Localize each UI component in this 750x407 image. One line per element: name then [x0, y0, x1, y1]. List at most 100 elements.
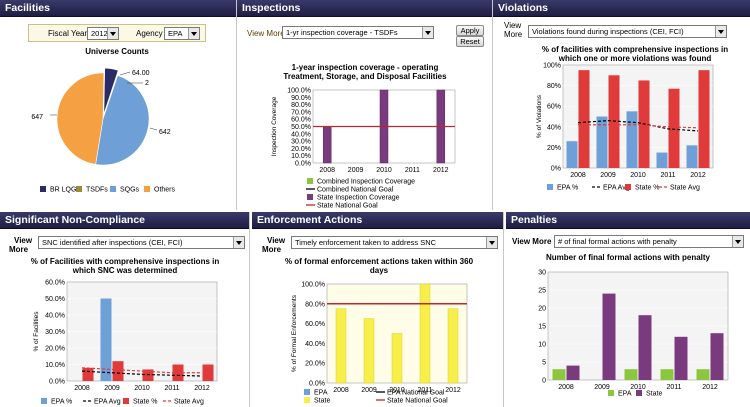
bar	[638, 315, 652, 380]
y-tick-label: 70.0%	[291, 109, 311, 116]
reset-button[interactable]: Reset	[456, 36, 484, 47]
apply-button[interactable]: Apply	[456, 25, 484, 36]
y-tick-label: 10.0%	[45, 362, 65, 369]
bar	[668, 88, 680, 168]
chart-title: Universe Counts	[85, 47, 149, 56]
chart-title: 1-year inspection coverage - operating	[292, 63, 439, 72]
legend-label: State National Goal	[317, 203, 378, 210]
x-tick-label: 2010	[134, 385, 150, 392]
penalties-title: Penalties	[506, 212, 750, 229]
bar	[391, 333, 403, 384]
legend-swatch	[123, 398, 129, 404]
y-tick-label: 20.0%	[45, 346, 65, 353]
x-tick-label: 2009	[348, 167, 364, 174]
slice-label: 2	[145, 80, 149, 87]
y-tick-label: 60.0%	[291, 117, 311, 124]
violations-title: Violations	[493, 0, 750, 17]
x-tick-label: 2009	[104, 385, 120, 392]
y-tick-label: 80.0%	[305, 301, 325, 308]
legend-swatch	[76, 186, 82, 192]
bar	[552, 369, 566, 380]
bar	[596, 116, 608, 168]
legend-label: SQGs	[120, 187, 140, 194]
legend-label: State National Goal	[387, 398, 448, 405]
inspections-view-select[interactable]: 1-yr inspection coverage - TSDFs	[282, 26, 434, 39]
bar	[100, 298, 112, 381]
bar	[112, 361, 124, 381]
violations-view-select[interactable]: Violations found during inspections (CEI…	[528, 25, 727, 38]
facilities-title: Facilities	[0, 0, 236, 17]
legend-label: State Inspection Coverage	[317, 195, 400, 202]
legend-swatch	[636, 390, 642, 396]
bar	[335, 308, 347, 384]
y-tick-label: 20.0%	[291, 146, 311, 153]
enforcement-title: Enforcement Actions	[252, 212, 503, 229]
inspections-panel: Inspections View More 1-yr inspection co…	[237, 0, 493, 210]
bar	[656, 152, 668, 168]
x-tick-label: 2012	[702, 384, 718, 391]
chevron-down-icon	[422, 27, 433, 38]
y-tick-label: 0.0%	[49, 379, 65, 386]
legend-label: EPA	[314, 390, 328, 397]
legend-swatch	[40, 186, 46, 192]
legend-label: BR LQGs	[50, 187, 80, 194]
snc-view-select[interactable]: SNC identified after inspections (CEI, F…	[38, 236, 245, 249]
chart-title: days	[370, 266, 389, 275]
enforcement-view-select[interactable]: Timely enforcement taken to address SNC	[291, 236, 498, 249]
x-tick-label: 2012	[194, 385, 210, 392]
bar	[698, 70, 710, 168]
view-more-label-1: View	[267, 236, 286, 245]
slice-label: 642	[159, 129, 171, 136]
slice-label: 64.00	[132, 70, 150, 77]
view-more-label-2: More	[262, 245, 282, 254]
y-axis-label: % of Facilities	[33, 311, 40, 352]
label-leader	[119, 71, 131, 76]
view-more-label-1: View	[504, 21, 522, 30]
legend-label: EPA %	[51, 399, 72, 406]
penalties-view-select[interactable]: # of final formal actions with penalty	[554, 235, 744, 248]
legend-swatch	[625, 184, 631, 190]
legend-swatch	[304, 397, 310, 403]
bar	[322, 126, 332, 164]
view-more-label-2: More	[504, 30, 523, 39]
y-tick-label: 80%	[547, 83, 561, 90]
bar	[686, 145, 698, 168]
chart-title: Treatment, Storage, and Disposal Facilit…	[283, 72, 447, 81]
y-tick-label: 100.0%	[287, 88, 311, 95]
bar	[566, 141, 578, 168]
y-tick-label: 10.0%	[291, 153, 311, 160]
legend-label: Combined Inspection Coverage	[317, 179, 415, 186]
chart-title: Number of final formal actions with pena…	[546, 253, 711, 262]
agency-label: Agency	[136, 29, 163, 38]
x-tick-label: 2009	[594, 384, 610, 391]
bar	[602, 293, 616, 380]
x-tick-label: 2008	[333, 387, 349, 394]
bar	[710, 333, 724, 380]
agency-select[interactable]: EPA	[164, 27, 200, 40]
violations-chart: % of facilities with comprehensive inspe…	[536, 45, 728, 192]
pie-slice	[103, 67, 119, 115]
bar	[82, 367, 94, 381]
y-tick-label: 20.0%	[305, 361, 325, 368]
chart-title: % of facilities with comprehensive inspe…	[542, 45, 728, 54]
x-tick-label: 2011	[164, 385, 179, 392]
bar	[447, 308, 459, 384]
y-tick-label: 80.0%	[291, 102, 311, 109]
x-tick-label: 2010	[376, 167, 392, 174]
legend-label: EPA	[618, 391, 632, 398]
fiscal-year-select[interactable]: 2012	[87, 27, 119, 40]
snc-view-value: SNC identified after inspections (CEI, F…	[42, 238, 183, 247]
fiscal-year-label: Fiscal Year	[48, 29, 88, 38]
legend-label: Combined National Goal	[317, 187, 394, 194]
y-tick-label: 90.0%	[291, 95, 311, 102]
bar	[578, 70, 590, 168]
chevron-down-icon	[486, 237, 497, 248]
bar	[608, 75, 620, 168]
fiscal-year-value: 2012	[91, 29, 108, 38]
chevron-down-icon	[233, 237, 244, 248]
legend-swatch	[144, 186, 150, 192]
inspection-coverage-chart: 1-year inspection coverage - operatingTr…	[271, 63, 456, 210]
chevron-down-icon	[732, 236, 743, 247]
bar	[363, 318, 375, 384]
chart-title: % of Facilities with comprehensive inspe…	[31, 257, 220, 266]
